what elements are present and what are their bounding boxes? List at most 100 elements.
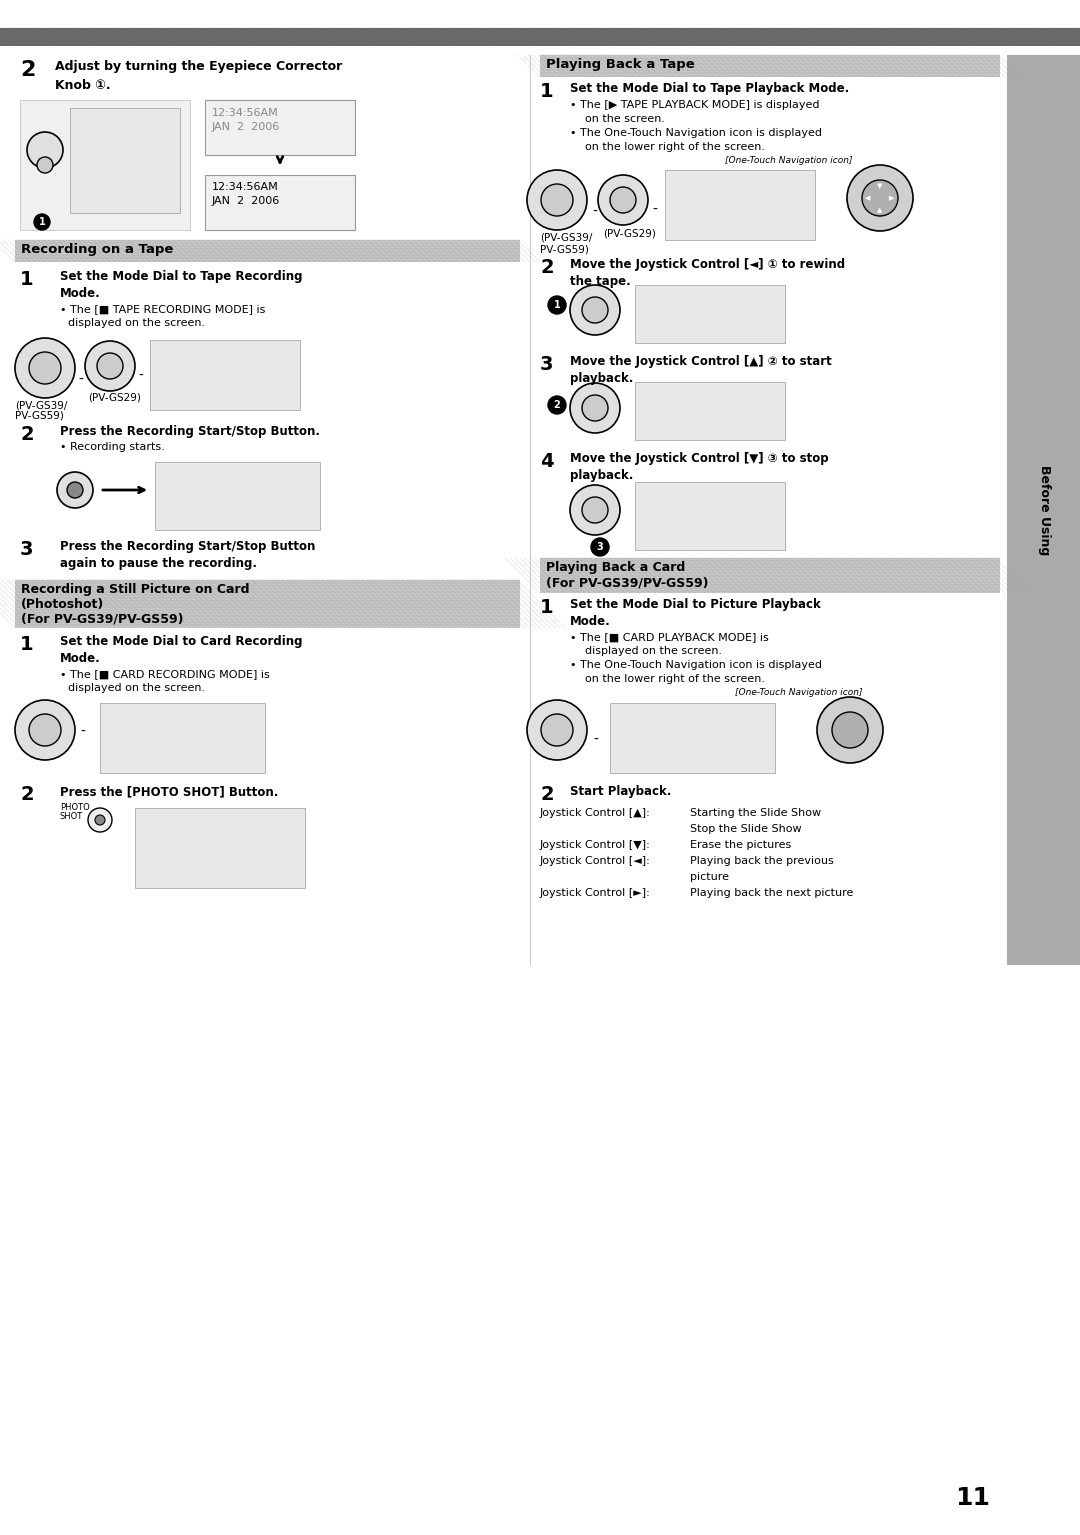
Text: 2: 2 — [21, 784, 33, 804]
Text: playback.: playback. — [570, 371, 633, 385]
Text: 1: 1 — [39, 216, 45, 227]
Text: Recording a Still Picture on Card
(Photoshot)
(For PV-GS39/PV-GS59): Recording a Still Picture on Card (Photo… — [21, 583, 249, 626]
Text: ▼: ▼ — [877, 183, 882, 189]
Circle shape — [85, 341, 135, 391]
Text: -: - — [80, 725, 85, 738]
Text: -: - — [593, 734, 598, 748]
Text: • The [■ TAPE RECORDING MODE] is: • The [■ TAPE RECORDING MODE] is — [60, 304, 266, 315]
Circle shape — [67, 482, 83, 497]
Text: Playing back the next picture: Playing back the next picture — [690, 889, 853, 898]
Text: Mode.: Mode. — [60, 652, 100, 665]
Bar — [135, 807, 305, 889]
Text: • The One-Touch Navigation icon is displayed: • The One-Touch Navigation icon is displ… — [570, 660, 822, 669]
Bar — [100, 703, 265, 774]
Text: PHOTO: PHOTO — [60, 803, 90, 812]
Bar — [665, 170, 815, 239]
Bar — [0, 28, 1080, 46]
Circle shape — [548, 296, 566, 315]
Text: Press the Recording Start/Stop Button: Press the Recording Start/Stop Button — [60, 540, 315, 553]
Text: Erase the pictures: Erase the pictures — [690, 840, 792, 850]
Text: Joystick Control [▲]:: Joystick Control [▲]: — [540, 807, 651, 818]
Text: 1: 1 — [554, 299, 561, 310]
Circle shape — [816, 697, 883, 763]
Text: again to pause the recording.: again to pause the recording. — [60, 557, 257, 569]
Text: Starting the Slide Show: Starting the Slide Show — [690, 807, 821, 818]
Circle shape — [541, 184, 573, 216]
Text: 2: 2 — [554, 401, 561, 410]
Text: -: - — [592, 206, 597, 220]
Circle shape — [87, 807, 112, 832]
Text: 2: 2 — [540, 784, 554, 804]
Text: Playing back the previous: Playing back the previous — [690, 857, 834, 866]
Text: ◀: ◀ — [865, 195, 870, 201]
Text: JAN  2  2006: JAN 2 2006 — [212, 121, 280, 132]
Text: -: - — [138, 368, 143, 384]
Text: 1: 1 — [21, 270, 33, 289]
Bar — [540, 559, 1000, 593]
Bar — [205, 100, 355, 155]
Circle shape — [598, 175, 648, 226]
Circle shape — [862, 180, 897, 216]
Text: displayed on the screen.: displayed on the screen. — [68, 683, 205, 692]
Bar — [540, 55, 1000, 77]
Text: JAN  2  2006: JAN 2 2006 — [212, 196, 280, 206]
Text: Start Playback.: Start Playback. — [570, 784, 672, 798]
Text: 2: 2 — [21, 60, 36, 80]
Circle shape — [527, 700, 588, 760]
Circle shape — [582, 394, 608, 421]
Text: playback.: playback. — [570, 470, 633, 482]
Text: PV-GS59): PV-GS59) — [15, 411, 64, 421]
Text: • The One-Touch Navigation icon is displayed: • The One-Touch Navigation icon is displ… — [570, 127, 822, 138]
Text: (PV-GS29): (PV-GS29) — [603, 229, 656, 238]
Text: displayed on the screen.: displayed on the screen. — [585, 646, 723, 655]
Text: 4: 4 — [540, 451, 554, 471]
Text: Mode.: Mode. — [60, 287, 100, 299]
Text: • Recording starts.: • Recording starts. — [60, 442, 165, 451]
Text: Mode.: Mode. — [570, 616, 611, 628]
Circle shape — [570, 286, 620, 335]
Circle shape — [591, 537, 609, 556]
Text: PV-GS59): PV-GS59) — [540, 244, 589, 253]
Text: • The [▶ TAPE PLAYBACK MODE] is displayed: • The [▶ TAPE PLAYBACK MODE] is displaye… — [570, 100, 820, 111]
Circle shape — [582, 296, 608, 322]
Bar — [15, 239, 519, 262]
Bar — [635, 482, 785, 550]
Text: 2: 2 — [21, 425, 33, 444]
Bar — [1007, 55, 1080, 966]
Circle shape — [33, 213, 50, 230]
Circle shape — [27, 132, 63, 167]
Text: 1: 1 — [21, 635, 33, 654]
Text: Move the Joystick Control [▲] ② to start: Move the Joystick Control [▲] ② to start — [570, 355, 832, 368]
Text: 1: 1 — [540, 81, 554, 101]
Bar — [610, 703, 775, 774]
Text: -: - — [78, 373, 83, 387]
Circle shape — [570, 485, 620, 536]
Text: displayed on the screen.: displayed on the screen. — [68, 318, 205, 328]
Circle shape — [570, 384, 620, 433]
Circle shape — [847, 164, 913, 230]
Text: Set the Mode Dial to Tape Recording: Set the Mode Dial to Tape Recording — [60, 270, 302, 282]
Text: 3: 3 — [596, 542, 604, 553]
Bar — [70, 107, 180, 213]
Text: ▶: ▶ — [889, 195, 894, 201]
Text: 2: 2 — [540, 258, 554, 276]
Circle shape — [97, 353, 123, 379]
Bar — [205, 175, 355, 230]
Text: Joystick Control [▼]:: Joystick Control [▼]: — [540, 840, 651, 850]
Text: (PV-GS29): (PV-GS29) — [87, 393, 140, 404]
Text: Press the Recording Start/Stop Button.: Press the Recording Start/Stop Button. — [60, 425, 320, 437]
Text: Before Using: Before Using — [1038, 465, 1051, 556]
Text: -: - — [652, 203, 657, 216]
Circle shape — [541, 714, 573, 746]
Text: Press the [PHOTO SHOT] Button.: Press the [PHOTO SHOT] Button. — [60, 784, 279, 798]
Text: • The [■ CARD RECORDING MODE] is: • The [■ CARD RECORDING MODE] is — [60, 669, 270, 678]
Text: (PV-GS39/: (PV-GS39/ — [540, 233, 592, 243]
Text: on the lower right of the screen.: on the lower right of the screen. — [585, 674, 765, 685]
Text: Adjust by turning the Eyepiece Corrector: Adjust by turning the Eyepiece Corrector — [55, 60, 342, 74]
Text: Playing Back a Tape: Playing Back a Tape — [546, 58, 694, 71]
Bar — [635, 286, 785, 342]
Circle shape — [832, 712, 868, 748]
Text: 3: 3 — [21, 540, 33, 559]
Text: the tape.: the tape. — [570, 275, 631, 289]
Text: on the screen.: on the screen. — [585, 114, 665, 124]
